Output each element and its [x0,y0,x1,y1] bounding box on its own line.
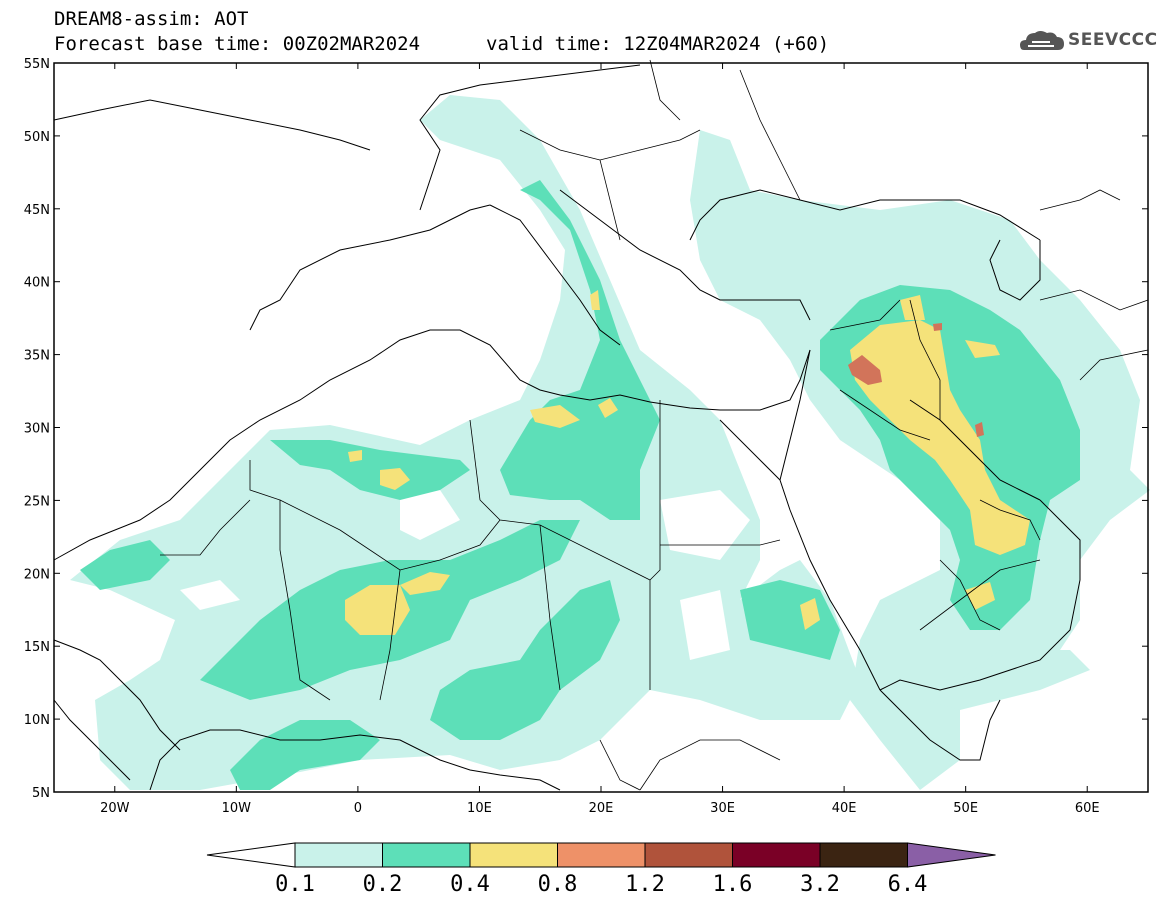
lat-label-15n: 15N [24,640,50,655]
colorbar-segment [382,842,471,868]
lon-label-20e: 20E [589,801,614,816]
valid-time: valid time: 12Z04MAR2024 (+60) [486,33,830,55]
lon-label-10e: 10E [467,801,492,816]
lon-label-60e: 60E [1075,801,1100,816]
colorbar-segment [732,842,821,868]
map-title: DREAM8-assim: AOT [54,8,249,30]
colorbar-segment [294,842,383,868]
colorbar-label: 6.4 [888,872,928,897]
colorbar-label: 0.1 [275,872,315,897]
lat-label-25n: 25N [24,494,50,509]
country-borders [160,59,1149,791]
colorbar-label: 0.2 [363,872,403,897]
lat-label-40n: 40N [24,276,50,291]
colorbar-label: 0.8 [538,872,578,897]
lon-label-50e: 50E [953,801,978,816]
colorbar: 0.1 0.2 0.4 0.8 1.2 1.6 3.2 6.4 [206,842,996,897]
latitude-labels: 55N 50N 45N 40N 35N 30N 25N 20N 15N 10N 5N [24,57,50,801]
aot-field [70,95,1150,790]
lat-label-55n: 55N [24,57,50,72]
lon-label-0: 0 [354,801,362,816]
colorbar-segment [819,842,908,868]
colorbar-label: 0.4 [450,872,490,897]
lon-label-30e: 30E [710,801,735,816]
coastlines [53,64,1081,791]
lat-label-35n: 35N [24,349,50,364]
colorbar-label: 3.2 [800,872,840,897]
logo-text: SEEVCCC [1068,30,1158,50]
lat-label-5n: 5N [32,786,50,801]
colorbar-segment [644,842,733,868]
colorbar-label: 1.2 [625,872,665,897]
forecast-base-time: Forecast base time: 00Z02MAR2024 [54,33,421,55]
cloud-icon [1020,31,1064,50]
colorbar-low-arrow [206,842,296,868]
lat-label-45n: 45N [24,203,50,218]
colorbar-segment [557,842,646,868]
colorbar-segment [469,842,558,868]
longitude-labels: 20W 10W 0 10E 20E 30E 40E 50E 60E [100,801,1100,816]
lon-label-10w: 10W [222,801,252,816]
lat-label-30n: 30N [24,422,50,437]
lon-label-20w: 20W [100,801,130,816]
lat-label-20n: 20N [24,567,50,582]
lat-label-50n: 50N [24,130,50,145]
lat-label-10n: 10N [24,713,50,728]
lon-label-40e: 40E [832,801,857,816]
colorbar-label: 1.6 [713,872,753,897]
colorbar-high-arrow [907,842,996,868]
